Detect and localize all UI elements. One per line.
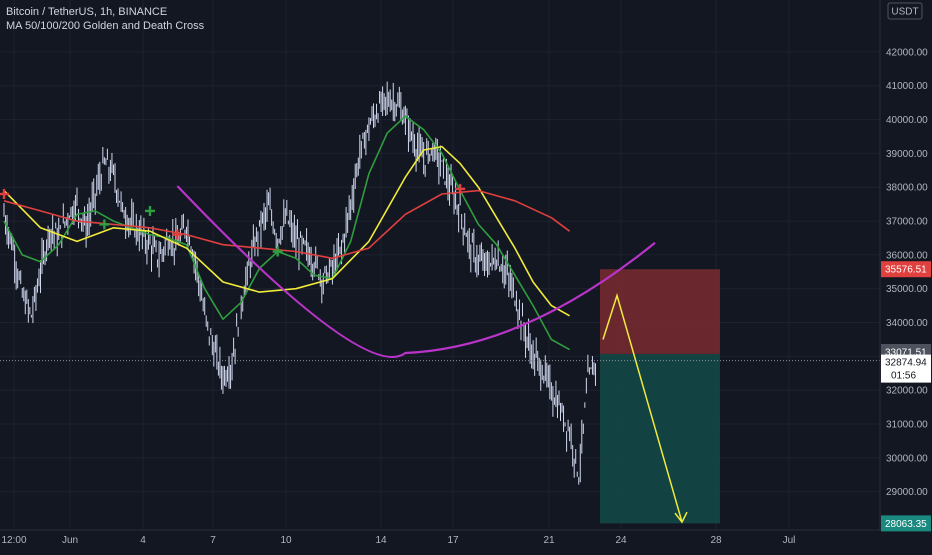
symbol-title[interactable]: Bitcoin / TetherUS, 1h, BINANCE (6, 6, 168, 18)
time-tick-label: 21 (543, 535, 555, 546)
price-tick-label: 31000.00 (886, 420, 928, 431)
time-tick-label: 4 (140, 535, 146, 546)
take-profit-zone (600, 353, 720, 524)
price-tick-label: 38000.00 (886, 183, 928, 194)
time-tick-label: Jul (783, 535, 796, 546)
price-tick-label: 32000.00 (886, 386, 928, 397)
time-tick-label: 12:00 (1, 535, 26, 546)
price-tick-label: 42000.00 (886, 47, 928, 58)
last-price-badge-bg (881, 354, 931, 383)
target-price-badge: 28063.35 (885, 519, 927, 530)
stop-price-badge-bg (881, 261, 931, 278)
chart-legend: Bitcoin / TetherUS, 1h, BINANCE MA 50/10… (6, 5, 204, 33)
target-price-badge-bg (881, 515, 931, 532)
time-tick-label: 17 (447, 535, 459, 546)
countdown-badge: 01:56 (891, 371, 916, 382)
stop-price-badge: 35576.51 (885, 265, 927, 276)
time-tick-label: 7 (210, 535, 216, 546)
indicator-title[interactable]: MA 50/100/200 Golden and Death Cross (6, 20, 205, 32)
time-tick-label: 14 (375, 535, 387, 546)
time-tick-label: 10 (280, 535, 292, 546)
price-tick-label: 29000.00 (886, 487, 928, 498)
price-tick-label: 35000.00 (886, 284, 928, 295)
entry-price-badge: 33071.51 (885, 347, 927, 358)
ma-100-line (3, 145, 570, 317)
projection-arrowhead (674, 511, 688, 524)
price-tick-label: 37000.00 (886, 217, 928, 228)
price-tick-label: 39000.00 (886, 149, 928, 160)
time-tick-label: 24 (615, 535, 627, 546)
currency-box (887, 2, 923, 20)
price-tick-label: 34000.00 (886, 318, 928, 329)
price-tick-label: 40000.00 (886, 115, 928, 126)
last-price-badge: 32874.94 (885, 358, 927, 369)
projection-arrow (602, 292, 683, 523)
price-tick-label: 41000.00 (886, 81, 928, 92)
cup-arc-line (176, 185, 656, 358)
price-tick-label: 30000.00 (886, 453, 928, 464)
stop-loss-zone (600, 269, 720, 354)
ma-50-line (3, 115, 570, 351)
time-tick-label: Jun (62, 535, 78, 546)
price-tick-label: 36000.00 (886, 250, 928, 261)
time-tick-label: 28 (710, 535, 722, 546)
currency-label: USDT (891, 7, 918, 18)
